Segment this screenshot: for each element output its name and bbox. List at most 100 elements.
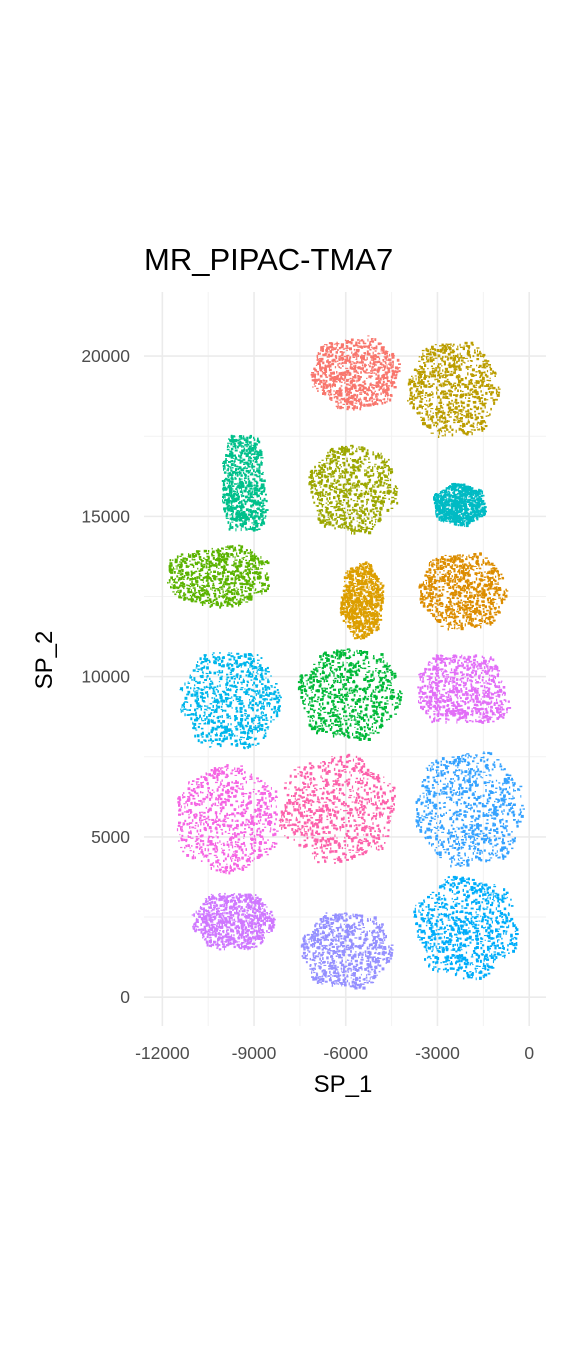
data-point (374, 358, 376, 361)
data-point (210, 578, 212, 581)
data-point (387, 398, 388, 401)
data-point (192, 558, 193, 560)
data-point (462, 489, 465, 490)
data-point (231, 448, 234, 451)
data-point (228, 445, 230, 446)
data-point (463, 415, 465, 416)
data-point (243, 515, 246, 517)
data-point (355, 344, 357, 347)
data-point (438, 435, 439, 438)
data-point (212, 590, 213, 591)
data-point (243, 464, 245, 465)
data-point (249, 571, 251, 573)
data-point (437, 496, 438, 497)
data-point (183, 579, 185, 580)
data-point (235, 565, 238, 568)
data-point (256, 529, 259, 531)
data-point (253, 557, 256, 559)
data-point (215, 588, 218, 589)
data-point (373, 486, 376, 487)
data-point (200, 597, 201, 600)
data-point (246, 446, 249, 447)
data-point (480, 374, 483, 376)
data-point (322, 467, 324, 470)
data-point (393, 488, 395, 490)
data-point (378, 454, 381, 457)
data-point (225, 595, 226, 596)
data-point (234, 461, 235, 464)
data-point (443, 384, 444, 387)
data-point (386, 461, 388, 462)
data-point (338, 475, 340, 476)
data-point (458, 524, 460, 526)
data-point (250, 526, 251, 529)
data-point (440, 415, 443, 418)
data-point (383, 470, 385, 473)
data-point (236, 599, 238, 601)
data-point (386, 375, 387, 378)
data-point (336, 513, 338, 516)
data-point (467, 508, 469, 509)
data-point (172, 579, 175, 581)
data-point (238, 575, 240, 578)
data-point (463, 346, 465, 347)
data-point (480, 355, 481, 357)
data-point (319, 353, 321, 355)
data-point (366, 369, 368, 371)
data-point (464, 362, 466, 363)
data-point (322, 362, 324, 365)
data-point (260, 556, 261, 559)
data-point (314, 483, 316, 486)
data-point (339, 360, 340, 362)
data-point (318, 383, 321, 385)
data-point (384, 466, 386, 468)
data-point (485, 422, 486, 424)
data-point (248, 521, 249, 522)
data-point (339, 489, 342, 491)
data-point (347, 355, 350, 356)
data-point (256, 456, 258, 459)
data-point (458, 516, 460, 518)
data-point (394, 493, 397, 496)
data-point (493, 402, 495, 405)
data-point (496, 389, 498, 391)
data-point (191, 571, 193, 573)
data-point (220, 581, 223, 584)
data-point (179, 585, 180, 588)
data-point (345, 348, 348, 349)
data-point (479, 365, 482, 368)
data-point (232, 600, 234, 602)
data-point (434, 353, 437, 356)
data-point (322, 493, 324, 496)
data-point (233, 439, 236, 440)
data-point (231, 464, 234, 466)
data-point (334, 527, 336, 529)
data-point (440, 373, 442, 374)
data-point (238, 502, 240, 504)
data-point (208, 569, 211, 571)
data-point (437, 505, 440, 508)
data-point (341, 504, 343, 506)
data-point (249, 441, 252, 444)
data-point (464, 520, 466, 522)
data-point (229, 604, 231, 605)
data-point (419, 385, 420, 387)
data-point (484, 385, 486, 387)
data-point (340, 351, 343, 353)
data-point (236, 488, 237, 490)
data-point (226, 470, 229, 471)
data-point (260, 462, 263, 463)
data-point (485, 367, 486, 368)
data-point (443, 518, 445, 520)
data-point (459, 514, 460, 516)
data-point (321, 498, 323, 501)
data-point (448, 390, 451, 392)
data-point (354, 399, 355, 400)
data-point (348, 505, 351, 507)
data-point (461, 510, 463, 512)
data-point (357, 339, 360, 341)
data-point (372, 523, 373, 525)
data-point (457, 384, 460, 387)
data-point (236, 439, 237, 440)
data-point (419, 356, 421, 357)
